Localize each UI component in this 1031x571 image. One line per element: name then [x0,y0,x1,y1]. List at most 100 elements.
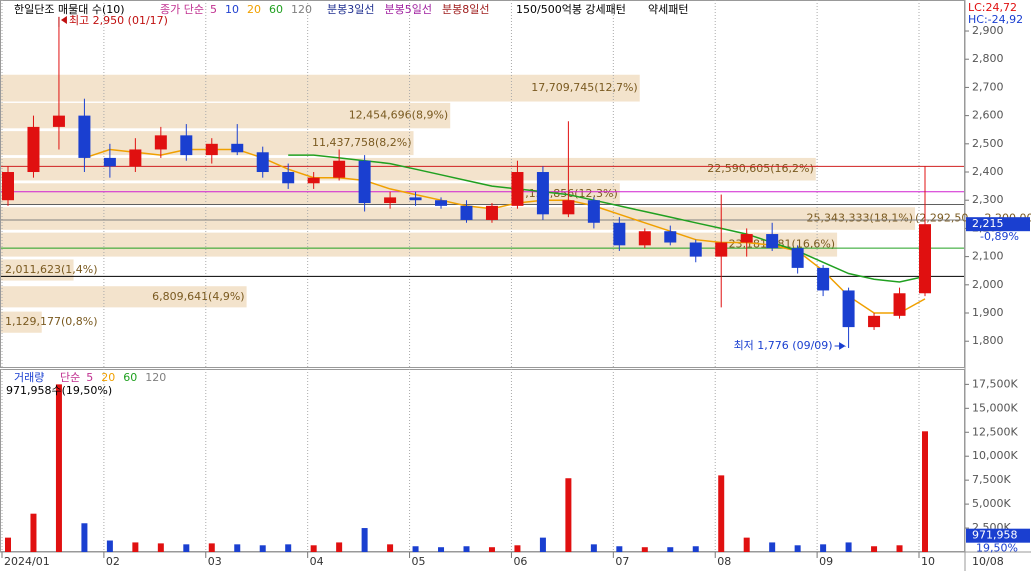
volume-bar [488,547,495,552]
volume-box [966,528,1030,543]
ma-line [288,154,926,283]
candle-body [740,234,753,243]
volume-bar [132,542,139,552]
pattern-label: 약세패턴 [648,2,688,16]
volume-bar [183,544,190,552]
volume-bar [81,523,88,552]
volume-bar [5,537,11,552]
profile-label: 12,454,696(8,9%) [349,109,449,122]
profile-label: 25,343,333(18,1%) [807,212,914,225]
x-tick-label: 2024/01 [4,555,50,568]
line-label: 분봉8일선 [442,2,489,16]
volume-bar [310,545,317,552]
candle-body [562,200,575,215]
y-tick-label: 10,000K [972,449,1018,462]
x-tick-label: 06 [513,555,527,568]
candle-body [715,242,728,257]
volume-bar [463,546,470,552]
y-tick-label: 1,900 [972,306,1004,319]
x-tick-label: 10 [921,555,935,568]
profile-label: 6,809,641(4,9%) [152,290,245,303]
candle-body [2,172,14,201]
x-tick-label: 10/08 [972,555,1004,568]
y-tick-label: 2,300 [972,193,1004,206]
high-note: 최고 2,950 (01/17) [69,14,168,27]
y-tick-label: 2,400 [972,165,1004,178]
y-tick-label: 2,700 [972,80,1004,93]
y-tick-label: 2,000 [972,278,1004,291]
candle-body [231,143,244,153]
candle-body [103,157,116,167]
profile-bar [1,131,414,156]
volume-bar [157,543,164,552]
ma-period: 5 [86,371,93,384]
price-box-label: 2,215 [972,217,1004,230]
volume-bar [106,540,113,552]
volume-bar [336,542,343,552]
volume-bar [845,542,852,552]
y-tick-label: 7,500K [972,473,1011,486]
candle-body [333,160,346,178]
ma-period: 60 [269,3,283,16]
volume-bar [285,544,292,552]
ma-line [84,148,926,314]
volume-bar [208,543,215,552]
candle-body [485,205,498,220]
x-tick-label: 03 [208,555,222,568]
ma-label: 단순 [60,371,80,384]
profile-label: 1,129,177(0,8%) [5,315,98,328]
candle-body [180,135,193,156]
x-tick-label: 02 [106,555,120,568]
profile-bar [1,259,74,281]
x-tick-label: 09 [819,555,833,568]
candle-body [282,172,295,184]
volume-bar [387,544,394,552]
price-box [966,217,1030,232]
volume-bar [412,546,419,552]
ma-period: 10 [225,3,239,16]
y-tick-label: 15,000K [972,401,1018,414]
x-tick-label: 04 [310,555,324,568]
profile-bar [1,157,816,181]
candle-body [154,135,167,150]
candle-body [689,242,702,257]
candle-body [842,290,855,328]
line-label: 분봉3일선 [327,2,374,16]
arrow [834,342,847,350]
candle-body [409,197,422,201]
candle-body [664,231,677,243]
candle-body [791,248,804,268]
y-tick-label: 1,800 [972,334,1004,347]
y-tick-label: 12,500K [972,425,1018,438]
volume-bar [794,545,801,552]
ma-period: 20 [247,3,261,16]
profile-label: 17,709,745(12,7%) [531,81,638,94]
profile-bar [1,102,451,129]
volume-bar [692,546,699,552]
profile-bar [1,286,247,308]
candle-body [256,152,269,173]
candle-body [129,149,142,167]
y-tick-label: 5,000K [972,497,1011,510]
y-tick-label: 2,800 [972,52,1004,65]
profile-bar [1,74,640,102]
ma-period: 5 [210,3,217,16]
volume-bar [871,546,878,552]
profile-bar [1,207,916,230]
profile-label: 2,011,623(1,4%) [5,263,98,276]
candle-body [52,115,65,127]
candle-body [868,315,881,328]
profile-label: 22,590,605(16,2%) [707,162,814,175]
ma-period: 60 [123,371,137,384]
volume-note: 971,958수(19,50%) [6,384,112,397]
hc-label: HC:-24,92 [968,13,1023,26]
volume-title: 거래량 [14,371,44,384]
profile-bar [1,232,838,257]
candle-body [205,143,218,156]
volume-bar [438,547,445,552]
volume-bar [820,544,827,552]
y-tick-label: 2,900 [972,24,1004,37]
candle-body [78,115,91,158]
arrow [60,16,67,24]
